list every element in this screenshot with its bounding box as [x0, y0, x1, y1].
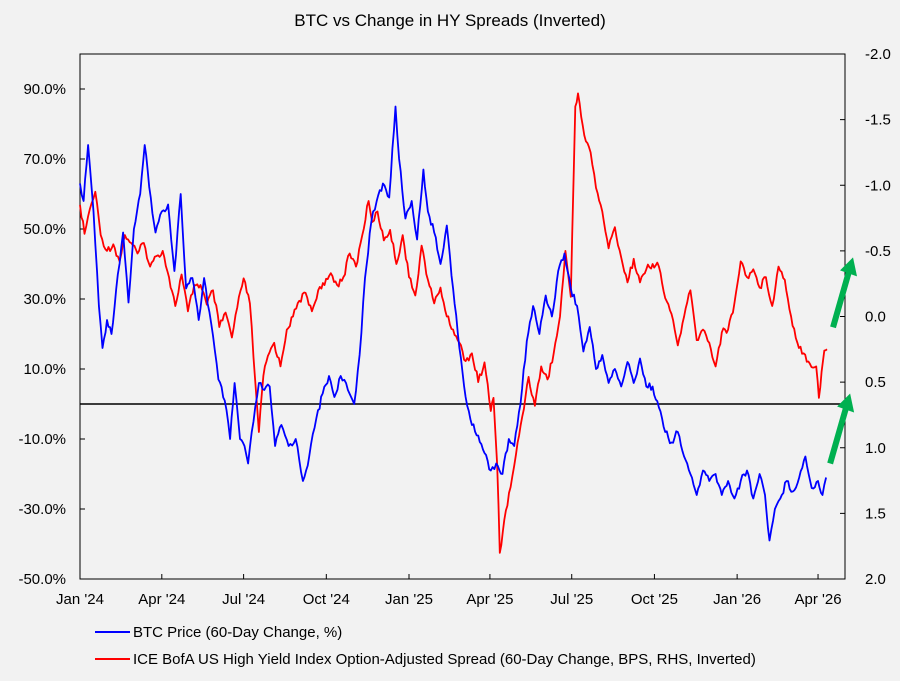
x-tick-label: Jan '24: [56, 591, 104, 608]
arrow-shaft: [830, 270, 852, 329]
x-tick-label: Jan '26: [713, 591, 761, 608]
right-axis: -2.0 -1.5 -1.0 -0.5 0.0 0.5 1.0 1.5 2.0: [840, 46, 891, 588]
chart-title: BTC vs Change in HY Spreads (Inverted): [294, 11, 606, 30]
left-tick-label: -10.0%: [18, 431, 66, 448]
x-tick-label: Oct '25: [631, 591, 678, 608]
x-tick-label: Oct '24: [303, 591, 350, 608]
x-tick-label: Jan '25: [385, 591, 433, 608]
x-axis: Jan '24 Apr '24 Jul '24 Oct '24 Jan '25 Apr '…: [56, 574, 842, 608]
series-line-hy-spread: [79, 92, 828, 554]
right-tick-label: 0.5: [865, 374, 886, 391]
left-axis: 90.0% 70.0% 50.0% 30.0% 10.0% -10.0% -30.0% -50…: [18, 81, 85, 588]
arrow-head: [837, 393, 855, 413]
x-tick-label: Apr '26: [795, 591, 842, 608]
right-tick-label: 2.0: [865, 571, 886, 588]
legend-label: BTC Price (60-Day Change, %): [133, 624, 342, 641]
right-tick-label: -0.5: [865, 243, 891, 260]
plot-area: [79, 53, 846, 580]
left-tick-label: -30.0%: [18, 501, 66, 518]
left-tick-label: 50.0%: [23, 221, 66, 238]
x-tick-label: Jul '25: [550, 591, 593, 608]
right-tick-label: -1.5: [865, 112, 891, 129]
left-tick-label: 10.0%: [23, 361, 66, 378]
legend: BTC Price (60-Day Change, %) ICE BofA US …: [95, 624, 756, 668]
x-tick-label: Apr '24: [138, 591, 185, 608]
right-tick-label: 1.0: [865, 440, 886, 457]
left-tick-label: 30.0%: [23, 291, 66, 308]
right-tick-label: -2.0: [865, 46, 891, 63]
arrow-shaft: [827, 406, 850, 465]
left-tick-label: 90.0%: [23, 81, 66, 98]
right-tick-label: 1.5: [865, 505, 886, 522]
arrow-head: [840, 257, 858, 277]
annotation-arrows: [827, 257, 858, 465]
x-tick-label: Apr '25: [466, 591, 513, 608]
right-tick-label: -1.0: [865, 177, 891, 194]
left-tick-label: -50.0%: [18, 571, 66, 588]
series-line-btc: [79, 105, 827, 542]
x-tick-label: Jul '24: [222, 591, 265, 608]
right-tick-label: 0.0: [865, 309, 886, 326]
legend-label: ICE BofA US High Yield Index Option-Adju…: [133, 651, 756, 668]
left-tick-label: 70.0%: [23, 151, 66, 168]
